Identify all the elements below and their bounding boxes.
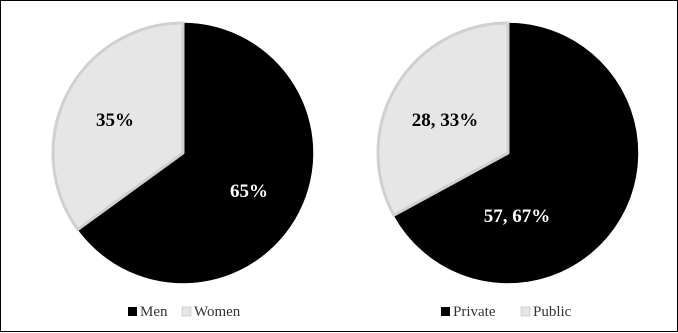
slice-public (376, 21, 510, 217)
data-label-private: 57, 67% (484, 206, 551, 227)
legend-label-women: Women (194, 304, 241, 320)
sector-legend: Private Public (441, 304, 572, 320)
data-label-public: 28, 33% (412, 110, 479, 131)
gender-legend: Men Women (128, 304, 241, 320)
legend-swatch-women (181, 306, 192, 317)
slice-men (77, 22, 314, 284)
legend-swatch-men (128, 307, 137, 316)
legend-swatch-public (520, 306, 531, 317)
slice-private (393, 22, 639, 284)
gender-pie-chart: 65% 35% (51, 21, 314, 284)
legend-swatch-private (441, 307, 450, 316)
legend-label-public: Public (533, 304, 572, 320)
sector-pie-chart: 57, 67% 28, 33% (376, 21, 639, 284)
data-label-men: 65% (230, 181, 268, 202)
legend-label-men: Men (140, 304, 168, 320)
data-label-women: 35% (96, 110, 134, 131)
legend-label-private: Private (453, 304, 496, 320)
slice-women (51, 21, 185, 231)
